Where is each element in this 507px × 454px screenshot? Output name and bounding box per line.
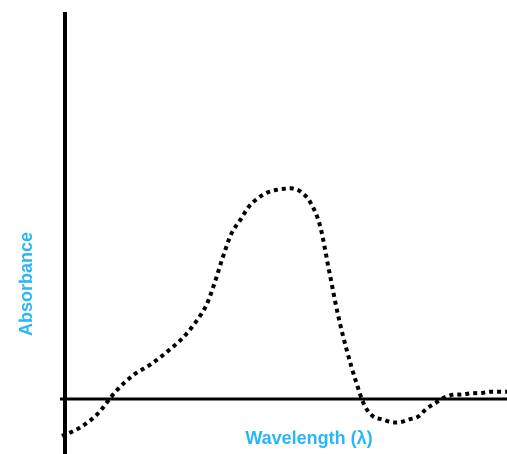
x-axis-label: Wavelength (λ) xyxy=(245,428,372,448)
y-axis-label: Absorbance xyxy=(16,232,36,336)
absorbance-curve-series-0 xyxy=(61,186,507,438)
curve-layer xyxy=(61,186,507,438)
